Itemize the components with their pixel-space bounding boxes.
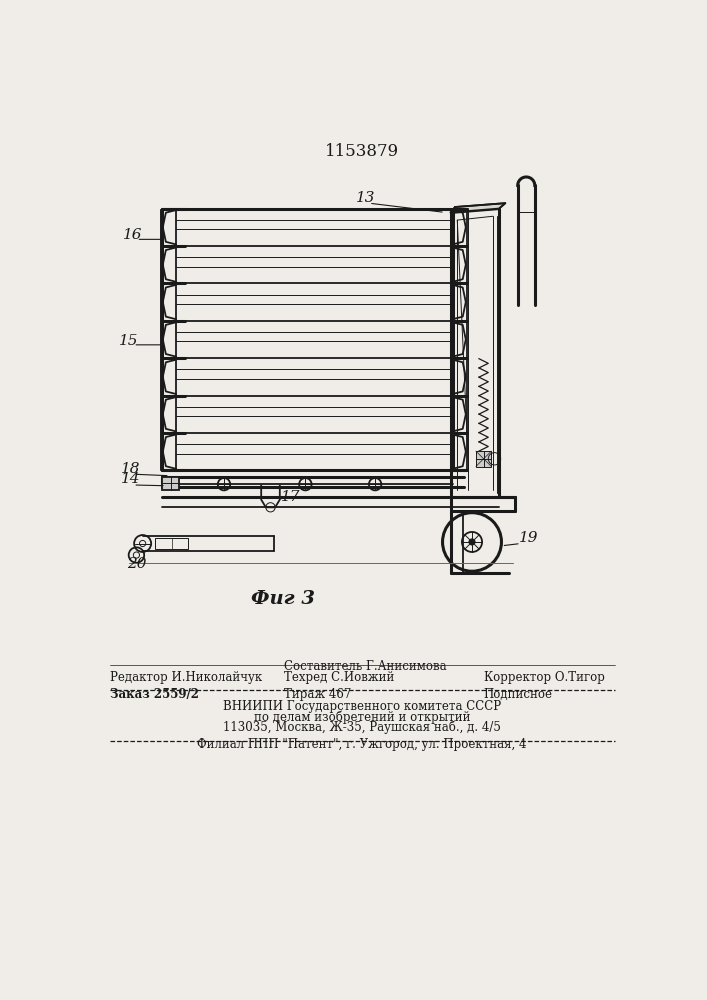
Text: Заказ 2559/2: Заказ 2559/2 bbox=[110, 688, 199, 701]
Text: Техред С.Йовжий: Техред С.Йовжий bbox=[284, 668, 395, 684]
Text: по делам изобретений и открытий: по делам изобретений и открытий bbox=[254, 710, 470, 724]
Text: Подписное: Подписное bbox=[484, 688, 553, 701]
Text: Фиг 3: Фиг 3 bbox=[251, 590, 315, 608]
Text: Филиал ППП "Патент", г. Ужгород, ул. Проектная, 4: Филиал ППП "Патент", г. Ужгород, ул. Про… bbox=[197, 738, 527, 751]
Polygon shape bbox=[476, 451, 491, 466]
Polygon shape bbox=[451, 203, 506, 212]
Text: Составитель Г.Анисимова: Составитель Г.Анисимова bbox=[284, 660, 447, 673]
Text: 20: 20 bbox=[127, 557, 146, 571]
Polygon shape bbox=[162, 477, 179, 490]
Text: 18: 18 bbox=[121, 462, 141, 476]
Text: 19: 19 bbox=[518, 531, 538, 545]
Text: 17: 17 bbox=[281, 490, 300, 504]
Text: 1153879: 1153879 bbox=[325, 143, 399, 160]
Text: 14: 14 bbox=[121, 472, 141, 486]
Text: ВНИИПИ Государственного комитета СССР: ВНИИПИ Государственного комитета СССР bbox=[223, 700, 501, 713]
Text: 16: 16 bbox=[122, 228, 142, 242]
Text: 15: 15 bbox=[119, 334, 139, 348]
Text: 13: 13 bbox=[356, 191, 375, 205]
Text: Тираж 467: Тираж 467 bbox=[284, 688, 352, 701]
Circle shape bbox=[469, 539, 475, 545]
Text: Корректор О.Тигор: Корректор О.Тигор bbox=[484, 671, 604, 684]
Text: 113035, Москва, Ж-35, Раушская наб., д. 4/5: 113035, Москва, Ж-35, Раушская наб., д. … bbox=[223, 721, 501, 734]
Text: Редактор И.Николайчук: Редактор И.Николайчук bbox=[110, 671, 262, 684]
